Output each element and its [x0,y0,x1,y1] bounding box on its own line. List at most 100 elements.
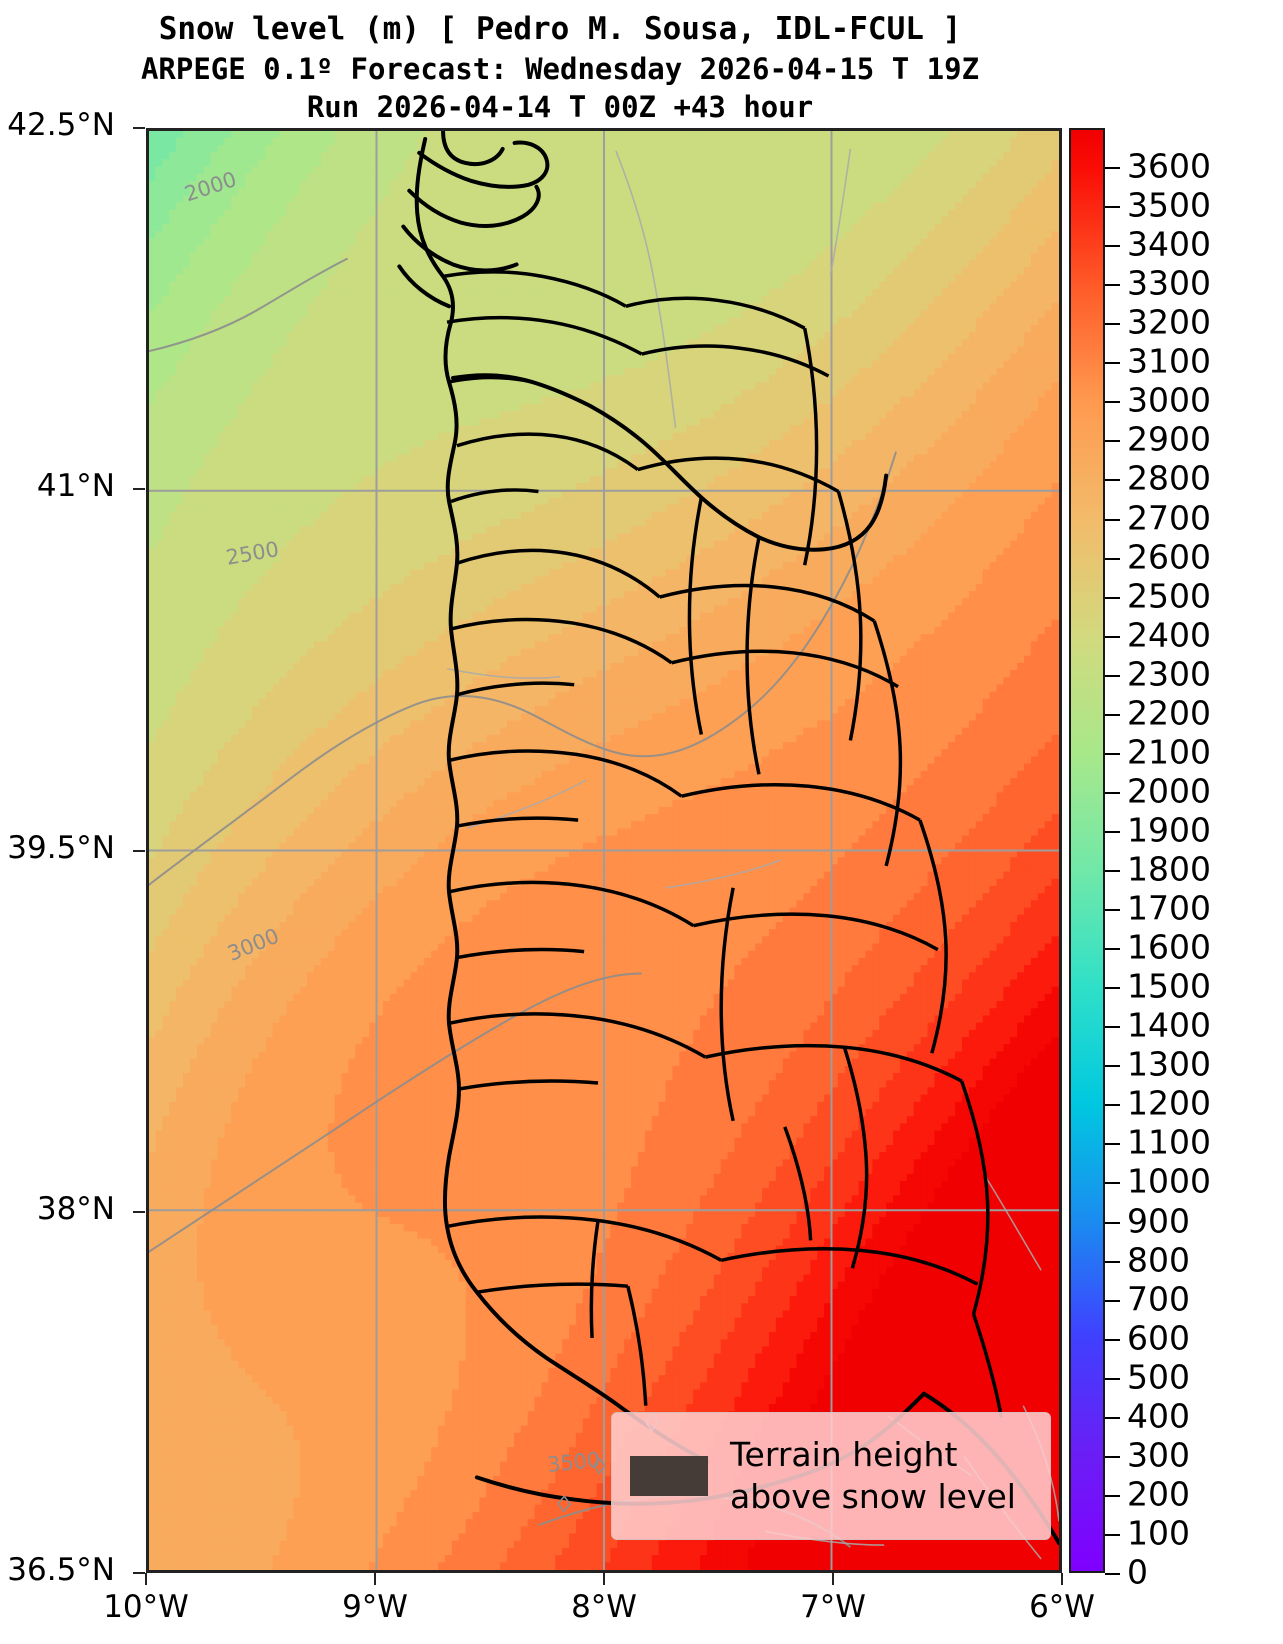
colorbar-tick-mark [1105,1339,1120,1341]
longitude-tick-label: 6°W [1029,1589,1095,1625]
colorbar-tick-mark [1105,1417,1120,1419]
colorbar-tick-mark [1105,558,1120,560]
forecast-subtitle: ARPEGE 0.1º Forecast: Wednesday 2026-04-… [0,50,1120,88]
colorbar-tick-label: 600 [1127,1318,1190,1357]
colorbar-tick-label: 1900 [1127,811,1211,850]
colorbar-tick-label: 2200 [1127,694,1211,733]
latitude-tick-label: 41°N [37,468,115,504]
colorbar-tick-label: 3400 [1127,225,1211,264]
colorbar-tick-mark [1105,831,1120,833]
colorbar-tick-label: 2100 [1127,733,1211,772]
run-subtitle: Run 2026-04-14 T 00Z +43 hour [0,88,1120,126]
colorbar-tick-mark [1105,636,1120,638]
colorbar-tick-mark [1105,675,1120,677]
colorbar-tick-mark [1105,440,1120,442]
colorbar-tick-label: 1700 [1127,889,1211,928]
colorbar-tick-label: 1600 [1127,928,1211,967]
colorbar-tick-label: 3200 [1127,303,1211,342]
colorbar-tick-label: 800 [1127,1240,1190,1279]
colorbar-tick-label: 700 [1127,1279,1190,1318]
colorbar-tick-label: 300 [1127,1436,1190,1475]
colorbar-tick-group: 0 100 200 300 400 500 600 700 800 900 1000 1100 1200… [1069,128,1283,1573]
colorbar-tick-mark [1105,1065,1120,1067]
longitude-tick-mark [1061,1573,1063,1585]
colorbar-tick-mark [1105,206,1120,208]
colorbar-tick-mark [1105,597,1120,599]
colorbar-tick-label: 3600 [1127,147,1211,186]
colorbar-tick-mark [1105,284,1120,286]
terrain-legend: Terrain height above snow level [611,1412,1051,1540]
colorbar-tick-label: 100 [1127,1514,1190,1553]
colorbar-tick-mark [1105,1261,1120,1263]
page-title: Snow level (m) [ Pedro M. Sousa, IDL-FCU… [0,0,1120,50]
colorbar-tick-label: 400 [1127,1397,1190,1436]
longitude-tick-mark [832,1573,834,1585]
colorbar-tick-label: 3100 [1127,342,1211,381]
colorbar-tick-label: 2900 [1127,420,1211,459]
colorbar-tick-mark [1105,792,1120,794]
terrain-swatch-icon [630,1456,708,1496]
latitude-tick-label: 42.5°N [7,107,115,143]
longitude-tick-label: 8°W [571,1589,637,1625]
colorbar-tick-mark [1105,987,1120,989]
colorbar-tick-mark [1105,1300,1120,1302]
colorbar-tick-label: 1200 [1127,1084,1211,1123]
map-plot-area[interactable]: 2000 2500 3000 3500 [146,128,1062,1573]
colorbar-tick-mark [1105,948,1120,950]
latitude-tick-label: 38°N [37,1191,115,1227]
colorbar-tick-label: 2500 [1127,576,1211,615]
colorbar-tick-mark [1105,1495,1120,1497]
colorbar-tick-label: 2000 [1127,772,1211,811]
colorbar-tick-label: 200 [1127,1475,1190,1514]
colorbar-tick-mark [1105,870,1120,872]
colorbar-tick-mark [1105,753,1120,755]
colorbar-tick-label: 2400 [1127,615,1211,654]
colorbar-tick-label: 1100 [1127,1123,1211,1162]
colorbar-tick-mark [1105,714,1120,716]
longitude-tick-mark [145,1573,147,1585]
longitude-tick-mark [603,1573,605,1585]
colorbar-tick-label: 1800 [1127,850,1211,889]
latitude-tick-mark [133,1572,145,1574]
figure-title-block: Snow level (m) [ Pedro M. Sousa, IDL-FCU… [0,0,1120,126]
colorbar-tick-mark [1105,479,1120,481]
colorbar-tick-mark [1105,362,1120,364]
colorbar-tick-mark [1105,1182,1120,1184]
legend-line-1: Terrain height [730,1434,1016,1476]
colorbar-tick-label: 2700 [1127,498,1211,537]
latitude-tick-mark [133,850,145,852]
colorbar-tick-mark [1105,1378,1120,1380]
colorbar-tick-mark [1105,909,1120,911]
latitude-tick-label: 39.5°N [7,830,115,866]
legend-line-2: above snow level [730,1476,1016,1518]
latitude-tick-mark [133,127,145,129]
colorbar-tick-mark [1105,167,1120,169]
colorbar-tick-label: 500 [1127,1357,1190,1396]
colorbar-tick-label: 3000 [1127,381,1211,420]
latitude-tick-label: 36.5°N [7,1552,115,1588]
colorbar-tick-mark [1105,1143,1120,1145]
colorbar-tick-label: 2800 [1127,459,1211,498]
colorbar-tick-mark [1105,401,1120,403]
latitude-tick-mark [133,488,145,490]
colorbar-tick-mark [1105,1222,1120,1224]
colorbar-tick-mark [1105,1026,1120,1028]
colorbar-tick-mark [1105,245,1120,247]
colorbar-tick-mark [1105,1104,1120,1106]
colorbar-tick-label: 3500 [1127,186,1211,225]
colorbar-tick-mark [1105,519,1120,521]
latitude-tick-mark [133,1211,145,1213]
colorbar-tick-label: 1500 [1127,967,1211,1006]
colorbar-tick-label: 0 [1127,1553,1148,1592]
colorbar-tick-label: 3300 [1127,264,1211,303]
colorbar-tick-label: 1300 [1127,1045,1211,1084]
colorbar-tick-mark [1105,1534,1120,1536]
terrain-legend-text: Terrain height above snow level [730,1434,1016,1518]
longitude-tick-label: 9°W [342,1589,408,1625]
longitude-tick-label: 10°W [103,1589,189,1625]
colorbar-tick-label: 2600 [1127,537,1211,576]
colorbar-tick-label: 900 [1127,1201,1190,1240]
longitude-tick-mark [374,1573,376,1585]
colorbar-tick-mark [1105,1573,1120,1575]
